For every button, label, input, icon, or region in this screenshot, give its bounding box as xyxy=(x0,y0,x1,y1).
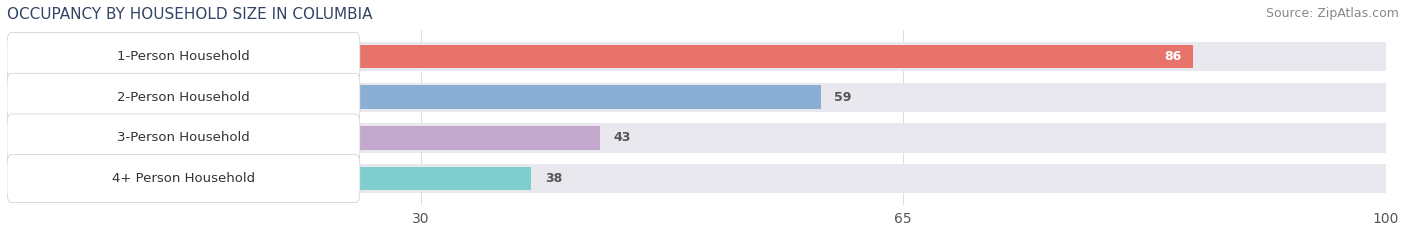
Bar xyxy=(7,45,1192,68)
Text: 38: 38 xyxy=(544,172,562,185)
FancyBboxPatch shape xyxy=(7,73,360,121)
Text: 1-Person Household: 1-Person Household xyxy=(117,50,250,63)
Text: 59: 59 xyxy=(834,91,852,104)
Bar xyxy=(7,86,821,109)
Text: Source: ZipAtlas.com: Source: ZipAtlas.com xyxy=(1265,7,1399,20)
Text: 4+ Person Household: 4+ Person Household xyxy=(112,172,254,185)
FancyBboxPatch shape xyxy=(7,33,360,80)
Text: 86: 86 xyxy=(1164,50,1182,63)
Text: 3-Person Household: 3-Person Household xyxy=(117,131,250,144)
Bar xyxy=(7,123,1386,153)
Text: OCCUPANCY BY HOUSEHOLD SIZE IN COLUMBIA: OCCUPANCY BY HOUSEHOLD SIZE IN COLUMBIA xyxy=(7,7,373,22)
Bar xyxy=(7,164,1386,193)
Bar xyxy=(7,126,600,150)
FancyBboxPatch shape xyxy=(7,114,360,162)
FancyBboxPatch shape xyxy=(7,155,360,202)
Text: 43: 43 xyxy=(613,131,631,144)
Bar xyxy=(7,82,1386,112)
Bar xyxy=(7,167,531,190)
Text: 2-Person Household: 2-Person Household xyxy=(117,91,250,104)
Bar xyxy=(7,42,1386,71)
